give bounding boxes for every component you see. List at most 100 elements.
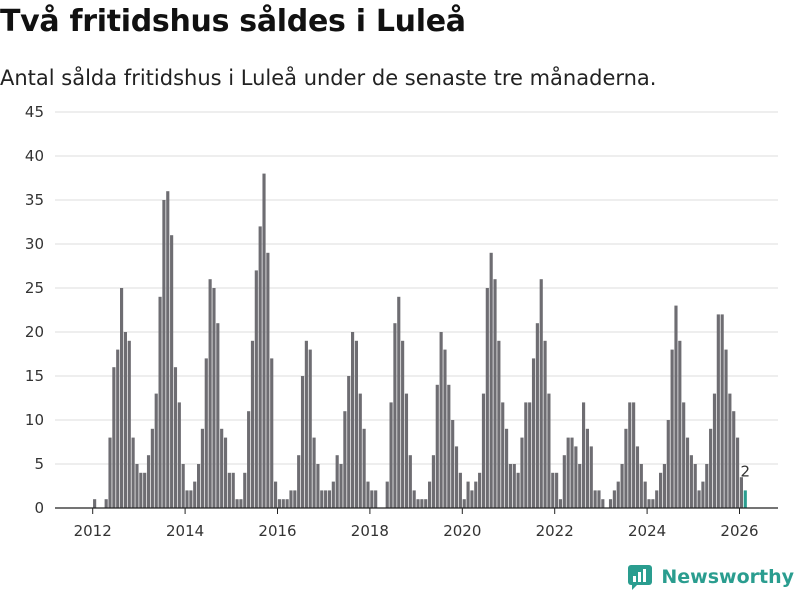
- bar: [189, 490, 193, 508]
- bar: [655, 490, 659, 508]
- bar: [112, 367, 116, 508]
- bar: [297, 455, 301, 508]
- bar: [104, 499, 108, 508]
- bar: [351, 332, 355, 508]
- bar: [693, 464, 697, 508]
- bar: [327, 490, 332, 508]
- x-tick-label: 2026: [720, 522, 758, 540]
- bar: [451, 420, 455, 508]
- y-tick-label: 20: [25, 323, 44, 341]
- bar: [146, 455, 151, 508]
- bar: [424, 499, 428, 508]
- bar: [659, 472, 663, 508]
- bar: [324, 490, 328, 508]
- bar: [223, 437, 228, 508]
- bar: [416, 499, 420, 508]
- bar: [362, 428, 366, 508]
- bar: [135, 464, 139, 508]
- bar: [162, 200, 166, 508]
- bar: [528, 402, 532, 508]
- bar: [551, 472, 555, 508]
- bar: [670, 349, 674, 508]
- bar: [616, 481, 620, 508]
- bar: [435, 384, 439, 508]
- bar: [366, 481, 370, 508]
- bar: [712, 393, 717, 508]
- bar: [143, 472, 147, 508]
- bar: [597, 490, 601, 508]
- y-tick-label: 45: [25, 103, 44, 121]
- bar: [197, 464, 201, 508]
- bar: [739, 477, 743, 508]
- newsworthy-logo-icon: [628, 565, 653, 590]
- bar: [539, 279, 543, 508]
- brand-logo[interactable]: Newsworthy: [627, 564, 794, 590]
- bar: [497, 340, 501, 508]
- bar: [274, 481, 278, 508]
- bar: [458, 472, 462, 508]
- bar: [682, 402, 686, 508]
- bar: [709, 428, 713, 508]
- x-tick-label: 2014: [166, 522, 204, 540]
- bar: [281, 499, 285, 508]
- x-tick-label: 2016: [258, 522, 296, 540]
- bar: [466, 481, 470, 508]
- bar: [139, 472, 143, 508]
- value-annotation: 2: [741, 462, 751, 480]
- bar: [489, 252, 493, 508]
- bar: [420, 499, 424, 508]
- bar: [647, 499, 651, 508]
- bar: [204, 358, 208, 508]
- bar: [173, 367, 178, 508]
- bar: [220, 428, 224, 508]
- bar: [243, 472, 247, 508]
- bar: [635, 446, 640, 508]
- bar: [447, 384, 451, 508]
- bar: [485, 288, 489, 508]
- bar: [562, 455, 566, 508]
- y-tick-label: 30: [25, 235, 44, 253]
- bar: [728, 393, 732, 508]
- bar: [520, 437, 524, 508]
- bar: [582, 402, 586, 508]
- bar: [262, 173, 266, 508]
- y-tick-label: 25: [25, 279, 44, 297]
- x-tick-label: 2020: [443, 522, 481, 540]
- bar: [216, 323, 220, 508]
- bar: [339, 464, 343, 508]
- brand-name: Newsworthy: [661, 566, 794, 588]
- bar: [354, 340, 358, 508]
- bar: [689, 455, 693, 508]
- bar: [166, 191, 170, 508]
- bar: [474, 481, 478, 508]
- bar: [123, 332, 127, 508]
- bar: [258, 226, 262, 508]
- bar: [574, 446, 578, 508]
- bar: [732, 411, 736, 508]
- bar: [443, 349, 447, 508]
- bar: [685, 437, 690, 508]
- bar: [185, 490, 189, 508]
- bar: [254, 270, 258, 508]
- bar: [589, 446, 593, 508]
- bar: [154, 393, 158, 508]
- bar: [593, 490, 597, 508]
- bar: [439, 332, 443, 508]
- bar: [343, 411, 347, 508]
- bar: [266, 252, 270, 508]
- bar: [462, 499, 466, 508]
- bar: [308, 349, 312, 508]
- bar: [431, 455, 435, 508]
- bar: [470, 490, 474, 508]
- bar: [277, 499, 281, 508]
- bar: [131, 437, 135, 508]
- y-tick-label: 40: [25, 147, 44, 165]
- x-tick-label: 2018: [351, 522, 389, 540]
- bar: [393, 323, 397, 508]
- bar: [170, 235, 174, 508]
- bar: [558, 499, 563, 508]
- bar: [585, 428, 589, 508]
- bar: [716, 314, 720, 508]
- bar: [93, 499, 97, 508]
